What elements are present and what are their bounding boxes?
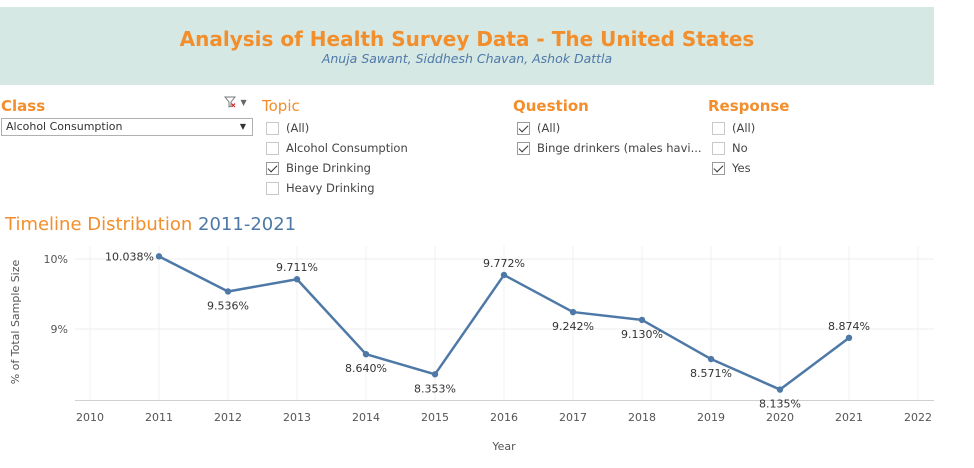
topic-option-binge-drinking[interactable]: Binge Drinking bbox=[266, 158, 408, 178]
y-axis-label: % of Total Sample Size bbox=[9, 259, 22, 384]
x-tick-label: 2010 bbox=[76, 411, 104, 424]
y-tick-label: 10% bbox=[44, 253, 68, 266]
header-banner: Analysis of Health Survey Data - The Uni… bbox=[0, 7, 934, 85]
x-tick-label: 2017 bbox=[559, 411, 587, 424]
chevron-down-icon: ▼ bbox=[240, 98, 247, 107]
checkbox[interactable] bbox=[266, 181, 279, 195]
timeline-line-chart: 9%10% 2010 2011 2012 2013 2014 2015 2016 2017 20… bbox=[9, 246, 934, 453]
data-points bbox=[155, 253, 853, 393]
response-filter-title: Response bbox=[708, 97, 790, 115]
data-labels: 10.038% 9.536% 9.711% 8.640% 8.353% 9.772% 9.2… bbox=[105, 250, 870, 410]
data-label: 8.353% bbox=[414, 382, 456, 395]
data-label: 9.772% bbox=[483, 257, 525, 270]
data-point bbox=[500, 271, 508, 279]
data-label: 10.038% bbox=[105, 250, 154, 263]
option-label: Heavy Drinking bbox=[286, 181, 375, 195]
x-tick-label: 2012 bbox=[214, 411, 242, 424]
filter-clear-icon bbox=[223, 95, 240, 108]
section-title-main: Timeline Distribution bbox=[5, 214, 193, 235]
checkbox[interactable] bbox=[712, 121, 725, 135]
checkbox[interactable] bbox=[266, 141, 279, 155]
option-label: No bbox=[732, 141, 748, 155]
data-point bbox=[293, 276, 301, 283]
x-tick-label: 2021 bbox=[835, 411, 863, 424]
data-point bbox=[431, 371, 439, 378]
data-label: 8.571% bbox=[690, 367, 732, 380]
data-point bbox=[155, 253, 163, 260]
checkbox[interactable] bbox=[266, 121, 279, 135]
checkbox[interactable] bbox=[517, 141, 530, 155]
data-point bbox=[569, 308, 577, 316]
chart-grid bbox=[75, 246, 934, 401]
topic-option-heavy-drinking[interactable]: Heavy Drinking bbox=[266, 178, 408, 198]
x-tick-label: 2015 bbox=[421, 411, 449, 424]
page-title: Analysis of Health Survey Data - The Uni… bbox=[179, 27, 755, 51]
response-option-no[interactable]: No bbox=[712, 138, 755, 158]
option-label: (All) bbox=[732, 121, 756, 135]
x-tick-label: 2018 bbox=[628, 411, 656, 424]
class-filter-title: Class bbox=[1, 97, 46, 115]
topic-filter-title: Topic bbox=[262, 97, 300, 115]
checkbox[interactable] bbox=[266, 161, 279, 175]
data-point bbox=[707, 355, 715, 363]
checkbox[interactable] bbox=[712, 161, 725, 175]
topic-option-alcohol-consumption[interactable]: Alcohol Consumption bbox=[266, 138, 408, 158]
checkbox[interactable] bbox=[712, 141, 725, 155]
chevron-down-icon: ▼ bbox=[239, 122, 246, 131]
response-options: (All) No Yes bbox=[712, 118, 755, 178]
data-label: 8.640% bbox=[345, 362, 387, 375]
data-label: 8.874% bbox=[828, 320, 870, 333]
x-tick-label: 2022 bbox=[904, 411, 932, 424]
x-tick-label: 2019 bbox=[697, 411, 725, 424]
y-axis-ticks: 9% 10% bbox=[44, 253, 68, 336]
data-point bbox=[362, 351, 370, 358]
data-point bbox=[776, 386, 784, 393]
section-title-years: 2011-2021 bbox=[198, 214, 297, 235]
option-label: Alcohol Consumption bbox=[286, 141, 408, 155]
x-tick-label: 2013 bbox=[283, 411, 311, 424]
topic-options: (All) Alcohol Consumption Binge Drinking… bbox=[266, 118, 408, 198]
option-label: Yes bbox=[732, 161, 751, 175]
option-label: Binge Drinking bbox=[286, 161, 371, 175]
data-label: 9.130% bbox=[621, 328, 663, 341]
data-label: 8.135% bbox=[759, 398, 801, 411]
option-label: (All) bbox=[286, 121, 310, 135]
response-option-yes[interactable]: Yes bbox=[712, 158, 755, 178]
option-label: Binge drinkers (males havi... bbox=[537, 141, 702, 155]
section-title: Timeline Distribution 2011-2021 bbox=[5, 214, 296, 236]
x-tick-label: 2016 bbox=[490, 411, 518, 424]
class-dropdown[interactable]: Alcohol Consumption ▼ bbox=[1, 118, 253, 136]
data-point bbox=[845, 334, 853, 342]
data-point bbox=[638, 316, 646, 324]
data-label: 9.711% bbox=[276, 261, 318, 274]
data-point bbox=[224, 288, 232, 295]
question-filter-title: Question bbox=[513, 97, 589, 115]
response-option-all[interactable]: (All) bbox=[712, 118, 755, 138]
data-label: 9.242% bbox=[552, 320, 594, 333]
class-dropdown-value: Alcohol Consumption bbox=[6, 120, 123, 133]
x-tick-label: 2011 bbox=[145, 411, 173, 424]
x-tick-label: 2014 bbox=[352, 411, 380, 424]
data-label: 9.536% bbox=[207, 299, 249, 312]
question-options: (All) Binge drinkers (males havi... bbox=[517, 118, 702, 158]
checkbox[interactable] bbox=[517, 121, 530, 135]
y-tick-label: 9% bbox=[51, 323, 68, 336]
option-label: (All) bbox=[537, 121, 561, 135]
x-axis-label: Year bbox=[491, 440, 516, 453]
x-tick-label: 2020 bbox=[766, 411, 794, 424]
page-authors: Anuja Sawant, Siddhesh Chavan, Ashok Dat… bbox=[321, 51, 613, 66]
topic-option-all[interactable]: (All) bbox=[266, 118, 408, 138]
question-option-binge-drinkers[interactable]: Binge drinkers (males havi... bbox=[517, 138, 702, 158]
question-option-all[interactable]: (All) bbox=[517, 118, 702, 138]
x-axis-ticks: 2010 2011 2012 2013 2014 2015 2016 2017 2018 2019… bbox=[76, 411, 932, 424]
clear-filter-button[interactable]: ▼ bbox=[223, 95, 247, 108]
